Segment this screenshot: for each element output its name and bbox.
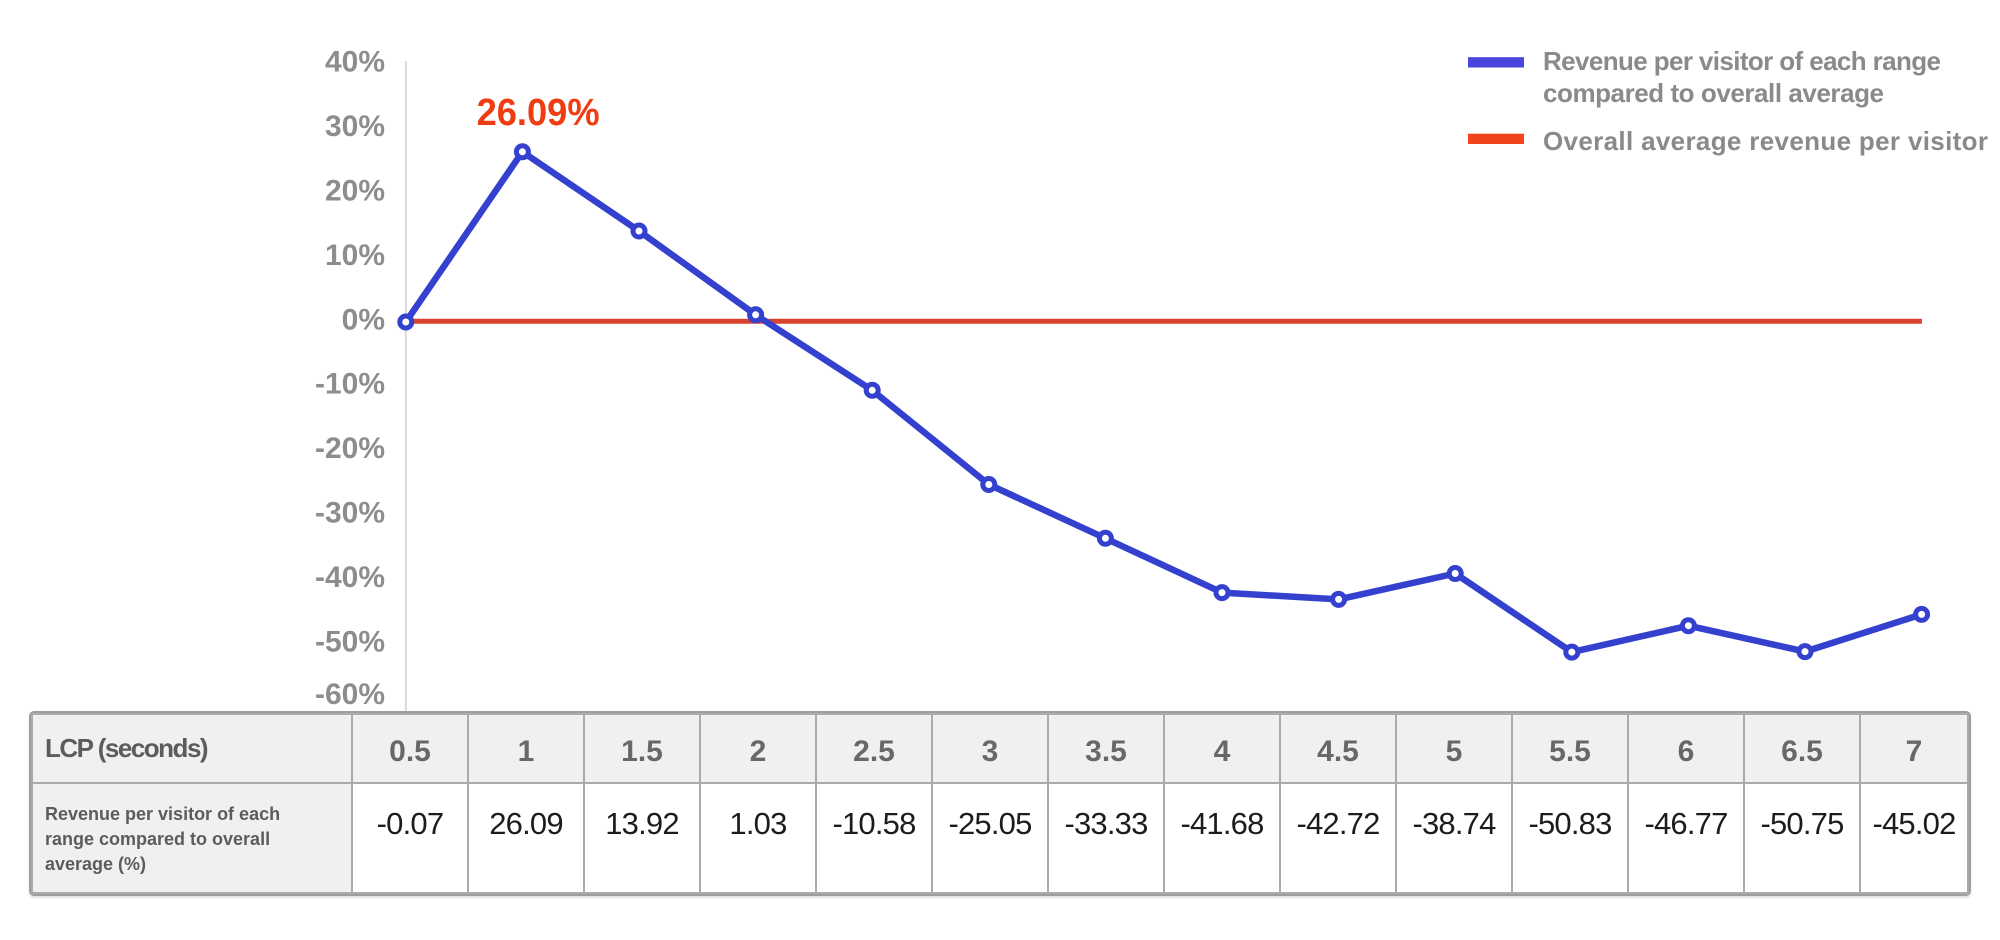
svg-text:compared to overall average: compared to overall average xyxy=(1543,78,1884,108)
svg-text:40%: 40% xyxy=(325,46,385,79)
svg-text:-10%: -10% xyxy=(315,368,385,401)
svg-text:Overall average revenue per vi: Overall average revenue per visitor xyxy=(1543,126,1988,156)
svg-text:-20%: -20% xyxy=(315,432,385,465)
svg-text:-60%: -60% xyxy=(315,678,385,711)
svg-text:10%: 10% xyxy=(325,239,385,272)
svg-text:20%: 20% xyxy=(325,174,385,207)
svg-text:-40%: -40% xyxy=(315,561,385,594)
svg-text:30%: 30% xyxy=(325,110,385,143)
svg-text:-30%: -30% xyxy=(315,497,385,530)
svg-text:26.09%: 26.09% xyxy=(477,92,600,134)
svg-text:-50%: -50% xyxy=(315,626,385,659)
svg-text:0%: 0% xyxy=(342,303,385,336)
svg-text:Revenue per visitor of each ra: Revenue per visitor of each range xyxy=(1543,46,1941,76)
